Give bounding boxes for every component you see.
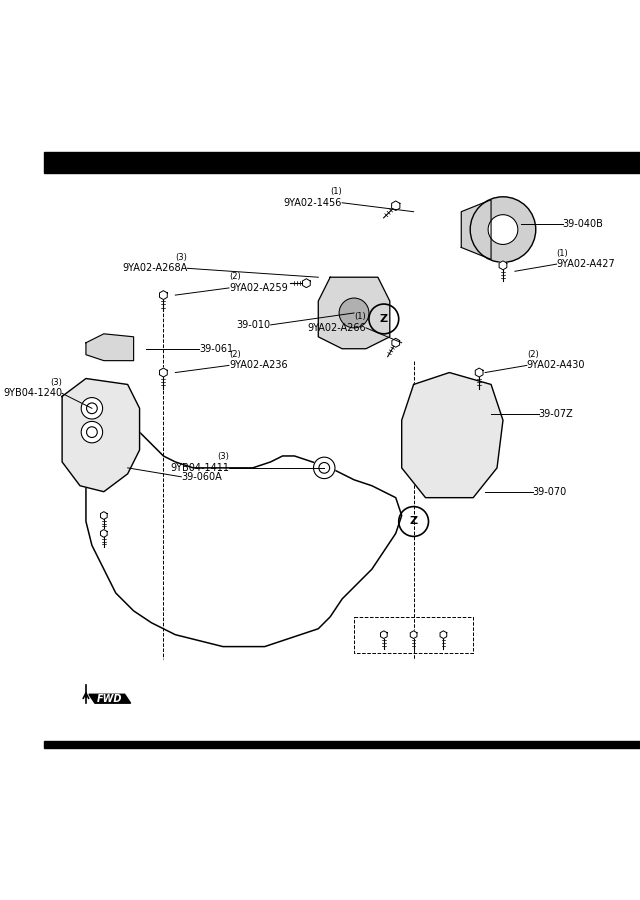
Polygon shape	[380, 631, 387, 639]
Polygon shape	[159, 368, 167, 377]
Text: 39-061: 39-061	[199, 344, 233, 354]
Text: 9YB04-1411: 9YB04-1411	[170, 463, 229, 473]
Circle shape	[319, 463, 330, 473]
Polygon shape	[89, 694, 131, 703]
Polygon shape	[402, 373, 503, 498]
Text: (2): (2)	[229, 350, 241, 359]
Text: (1): (1)	[354, 312, 366, 321]
Polygon shape	[86, 409, 402, 646]
Text: 9YA02-A430: 9YA02-A430	[527, 360, 586, 371]
Polygon shape	[100, 529, 107, 537]
Polygon shape	[318, 277, 390, 348]
Text: 39-07Z: 39-07Z	[539, 410, 573, 419]
Text: 39-060A: 39-060A	[181, 472, 222, 482]
Polygon shape	[62, 379, 140, 491]
Text: 9YB04-1240: 9YB04-1240	[3, 389, 62, 399]
Polygon shape	[476, 368, 483, 377]
Polygon shape	[461, 200, 491, 259]
Polygon shape	[410, 631, 417, 639]
Text: (3): (3)	[175, 253, 188, 262]
Circle shape	[314, 457, 335, 479]
Text: (3): (3)	[51, 378, 62, 387]
Circle shape	[81, 421, 102, 443]
Text: FWD: FWD	[97, 694, 122, 704]
Polygon shape	[440, 631, 447, 639]
Text: (1): (1)	[330, 187, 342, 196]
Circle shape	[470, 197, 536, 262]
Text: 9YA02-1456: 9YA02-1456	[284, 198, 342, 208]
Text: (2): (2)	[229, 273, 241, 282]
Text: 9YA02-A266: 9YA02-A266	[307, 323, 366, 333]
Polygon shape	[392, 338, 399, 347]
Polygon shape	[392, 201, 400, 211]
Text: 9YA02-A268A: 9YA02-A268A	[122, 264, 188, 274]
Circle shape	[86, 427, 97, 437]
Polygon shape	[303, 279, 310, 288]
Bar	[44, 152, 640, 173]
Text: 39-010: 39-010	[237, 320, 271, 330]
Text: 39-040B: 39-040B	[563, 219, 604, 229]
Text: 9YA02-A236: 9YA02-A236	[229, 360, 287, 371]
Circle shape	[81, 398, 102, 419]
Polygon shape	[499, 261, 507, 270]
Bar	[44, 741, 640, 748]
Text: 9YA02-A259: 9YA02-A259	[229, 283, 287, 293]
Circle shape	[339, 298, 369, 328]
Polygon shape	[86, 334, 134, 361]
Text: (1): (1)	[557, 248, 568, 257]
Text: 9YA02-A427: 9YA02-A427	[557, 259, 615, 269]
Text: Z: Z	[410, 517, 418, 526]
Polygon shape	[100, 512, 107, 519]
Text: (2): (2)	[527, 350, 538, 359]
Circle shape	[488, 215, 518, 245]
Polygon shape	[159, 291, 167, 300]
Text: (3): (3)	[217, 453, 229, 462]
Text: 39-070: 39-070	[532, 487, 567, 497]
Circle shape	[86, 403, 97, 414]
Text: Z: Z	[380, 314, 388, 324]
